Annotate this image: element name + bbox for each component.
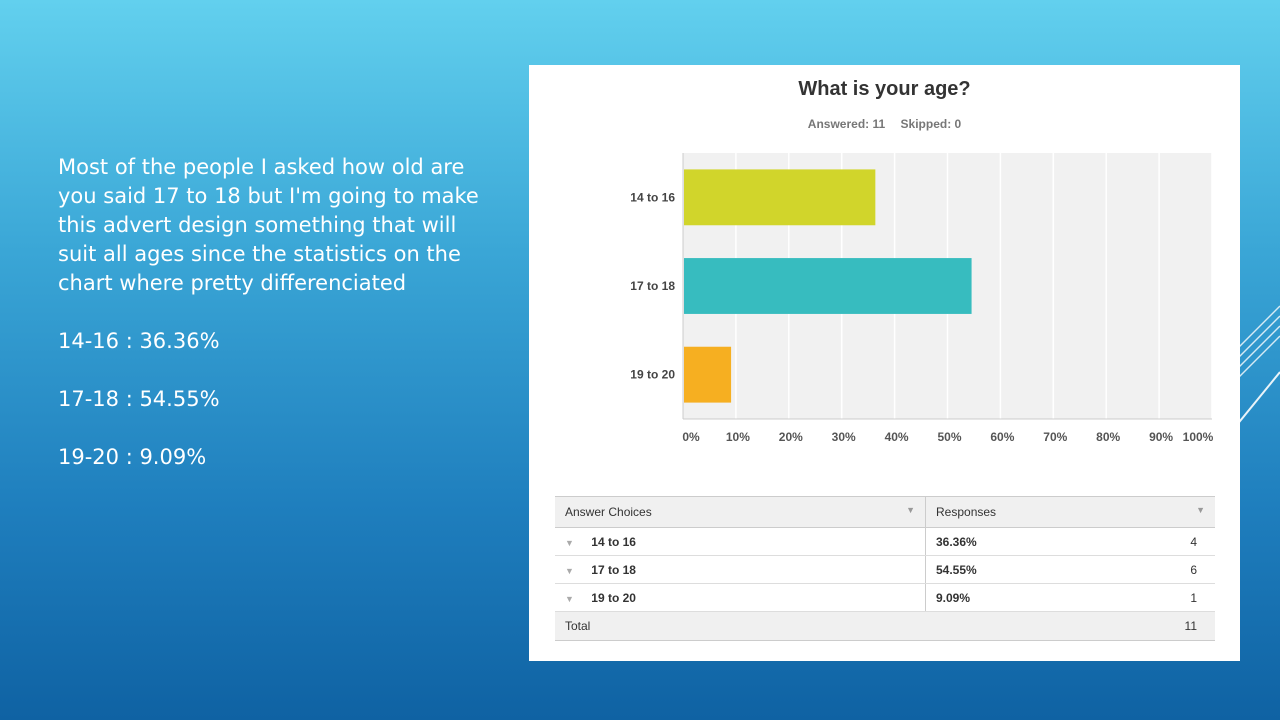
bar-14-to-16 <box>684 169 876 226</box>
expand-caret-icon[interactable]: ▼ <box>565 593 574 604</box>
x-tick-label: 10% <box>726 430 750 444</box>
count-cell: 4 <box>1099 527 1215 556</box>
total-label: Total <box>555 611 926 641</box>
x-tick-label: 0% <box>682 430 700 444</box>
responses-table: Answer Choices ▼ Responses ▼ ▼ 14 to 16 … <box>555 496 1215 641</box>
category-label: 19 to 20 <box>630 368 675 382</box>
skipped-count: Skipped: 0 <box>900 117 962 131</box>
choice-cell: ▼ 14 to 16 <box>555 527 926 556</box>
slide-text-block: Most of the people I asked how old are y… <box>58 153 498 472</box>
sort-caret-icon[interactable]: ▼ <box>1196 505 1205 515</box>
x-tick-label: 50% <box>937 430 961 444</box>
bar-19-to-20 <box>684 346 732 403</box>
table-row: ▼ 19 to 20 9.09% 1 <box>555 583 1215 612</box>
survey-panel: What is your age? Answered: 11 Skipped: … <box>529 65 1240 661</box>
percent-cell: 9.09% <box>925 583 1100 612</box>
stat-line-17-18: 17-18 : 54.55% <box>58 387 220 411</box>
count-cell: 6 <box>1099 555 1215 584</box>
chart-meta: Answered: 11 Skipped: 0 <box>529 117 1240 131</box>
slide-paragraph: Most of the people I asked how old are y… <box>58 155 479 295</box>
bars <box>684 169 972 403</box>
bar-17-to-18 <box>684 258 972 314</box>
total-count: 11 <box>1099 611 1215 641</box>
category-label: 17 to 18 <box>630 279 675 293</box>
x-tick-label: 20% <box>779 430 803 444</box>
answer-choices-header[interactable]: Answer Choices ▼ <box>555 496 926 528</box>
category-label: 14 to 16 <box>630 190 675 204</box>
x-tick-label: 90% <box>1149 430 1173 444</box>
expand-caret-icon[interactable]: ▼ <box>565 565 574 576</box>
category-labels: 14 to 16 17 to 18 19 to 20 <box>630 190 675 381</box>
stat-line-19-20: 19-20 : 9.09% <box>58 445 207 469</box>
choice-cell: ▼ 19 to 20 <box>555 583 926 612</box>
stat-line-14-16: 14-16 : 36.36% <box>58 329 220 353</box>
total-row: Total 11 <box>555 611 1215 641</box>
x-tick-label: 30% <box>832 430 856 444</box>
percent-cell: 54.55% <box>925 555 1100 584</box>
sort-caret-icon[interactable]: ▼ <box>906 505 915 515</box>
bar-chart: 14 to 16 17 to 18 19 to 20 0% 10% 20% 30% 40% 5… <box>630 153 1214 444</box>
x-tick-label: 70% <box>1043 430 1067 444</box>
percent-cell: 36.36% <box>925 527 1100 556</box>
x-tick-label: 40% <box>885 430 909 444</box>
tick-labels: 0% 10% 20% 30% 40% 50% 60% 70% 80% 90% 100% <box>682 430 1213 444</box>
x-tick-label: 60% <box>990 430 1014 444</box>
answered-count: Answered: 11 <box>807 117 886 131</box>
chart-title: What is your age? <box>798 78 971 100</box>
expand-caret-icon[interactable]: ▼ <box>565 537 574 548</box>
decorative-lines <box>1236 305 1280 427</box>
choice-cell: ▼ 17 to 18 <box>555 555 926 584</box>
table-header-row: Answer Choices ▼ Responses ▼ <box>555 496 1215 528</box>
count-cell: 1 <box>1099 583 1215 612</box>
table-row: ▼ 17 to 18 54.55% 6 <box>555 555 1215 584</box>
table-row: ▼ 14 to 16 36.36% 4 <box>555 527 1215 556</box>
responses-header[interactable]: Responses ▼ <box>925 496 1215 528</box>
x-tick-label: 100% <box>1183 430 1214 444</box>
x-tick-label: 80% <box>1096 430 1120 444</box>
